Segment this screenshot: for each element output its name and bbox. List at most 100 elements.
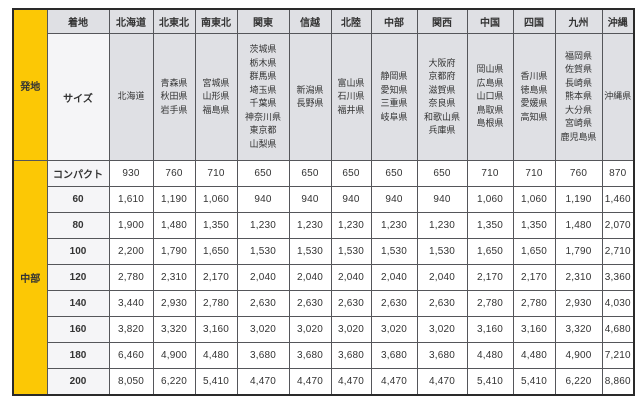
- origin-region-cell: 中部: [12, 160, 48, 396]
- shipping-rate-table: 発地 着地 北海道 北東北 南東北 関東 信越 北陸 中部 関西 中国 四国 九州 沖縄 サイズ 北海道 青森県…: [12, 8, 635, 396]
- prefecture-name: 埼玉県: [249, 84, 277, 95]
- rate-cell: 1,190: [554, 186, 603, 213]
- prefecture-name: 徳島県: [520, 84, 548, 95]
- rate-cell: 1,060: [194, 186, 238, 213]
- rate-cell: 650: [288, 160, 332, 187]
- rate-cell: 2,930: [152, 290, 196, 317]
- rate-cell: 3,160: [194, 316, 238, 343]
- rate-cell: 2,310: [554, 264, 603, 291]
- rate-cell: 4,470: [330, 368, 372, 396]
- rate-cell: 1,190: [152, 186, 196, 213]
- rate-row: 120 2,780 2,310 2,170 2,040 2,040 2,040 2,040 2,…: [13, 264, 635, 291]
- rate-cell: 3,020: [288, 316, 332, 343]
- rate-cell: 1,350: [512, 212, 556, 239]
- rate-cell: 1,230: [370, 212, 418, 239]
- prefecture-name: 長野県: [296, 98, 324, 108]
- prefecture-name: 神奈川県: [244, 111, 281, 122]
- rate-cell: 870: [601, 160, 635, 187]
- prefecture-name: 京都府: [428, 71, 456, 81]
- region-header-cell: 関東: [236, 8, 290, 34]
- prefecture-name: 熊本県: [564, 91, 592, 102]
- prefecture-name: 茨城県: [249, 44, 277, 54]
- rate-cell: 930: [108, 160, 154, 187]
- rate-cell: 2,780: [108, 264, 154, 291]
- size-label-cell: 160: [46, 316, 110, 343]
- rate-cell: 1,350: [194, 212, 238, 239]
- rate-cell: 4,900: [554, 342, 603, 369]
- rate-cell: 4,470: [288, 368, 332, 396]
- prefecture-name: 山口県: [476, 91, 504, 102]
- prefecture-name: 福岡県: [564, 50, 592, 61]
- header-row-regions: 発地 着地 北海道 北東北 南東北 関東 信越 北陸 中部 関西 中国 四国 九州 沖縄: [12, 8, 635, 161]
- rate-cell: 7,210: [601, 342, 635, 369]
- rate-cell: 1,530: [370, 238, 418, 265]
- rate-cell: 940: [416, 186, 468, 213]
- rate-cell: 3,320: [152, 316, 196, 343]
- prefecture-name: 香川県: [520, 71, 548, 81]
- prefecture-name: 大分県: [564, 104, 592, 115]
- rate-cell: 2,780: [194, 290, 238, 317]
- rate-cell: 1,230: [236, 212, 290, 239]
- region-header-cell: 中国: [466, 8, 514, 34]
- prefecture-list-cell: 岡山県 広島県 山口県 鳥取県 島根県: [466, 33, 514, 161]
- region-header-cell: 中部: [370, 8, 418, 34]
- rate-cell: 3,820: [108, 316, 154, 343]
- region-header-cell: 南東北: [194, 8, 238, 34]
- rate-cell: 4,030: [601, 290, 635, 317]
- prefecture-name: 群馬県: [249, 71, 277, 81]
- rate-cell: 2,040: [288, 264, 332, 291]
- origin-header-cell: 発地: [12, 8, 48, 161]
- prefecture-name: 千葉県: [249, 98, 277, 108]
- prefecture-name: 山梨県: [249, 138, 277, 149]
- rate-cell: 6,460: [108, 342, 154, 369]
- rate-cell: 2,630: [236, 290, 290, 317]
- table-body: 発地 着地 北海道 北東北 南東北 関東 信越 北陸 中部 関西 中国 四国 九州 沖縄 サイズ 北海道 青森県…: [12, 8, 635, 396]
- prefecture-name: 兵庫県: [428, 125, 456, 135]
- region-header-cell: 四国: [512, 8, 556, 34]
- rate-cell: 940: [330, 186, 372, 213]
- rate-cell: 2,070: [601, 212, 635, 239]
- prefecture-name: 鳥取県: [476, 104, 504, 115]
- prefecture-name: 秋田県: [160, 91, 188, 102]
- region-header-cell: 北東北: [152, 8, 196, 34]
- rate-cell: 5,410: [194, 368, 238, 396]
- rate-cell: 4,480: [194, 342, 238, 369]
- region-header-cell: 沖縄: [601, 8, 635, 34]
- prefecture-name: 奈良県: [428, 98, 456, 108]
- rate-cell: 1,900: [108, 212, 154, 239]
- rate-cell: 940: [236, 186, 290, 213]
- rate-cell: 3,020: [370, 316, 418, 343]
- rate-cell: 2,630: [370, 290, 418, 317]
- prefecture-list-cell: 沖縄県: [601, 33, 635, 161]
- rate-cell: 3,160: [466, 316, 514, 343]
- prefecture-list-cell: 北海道: [108, 33, 154, 161]
- rate-cell: 710: [512, 160, 556, 187]
- prefecture-name: 富山県: [337, 77, 365, 88]
- rate-cell: 2,040: [236, 264, 290, 291]
- rate-cell: 940: [288, 186, 332, 213]
- rate-cell: 8,860: [601, 368, 635, 396]
- rate-cell: 2,310: [152, 264, 196, 291]
- prefecture-name: 静岡県: [380, 71, 408, 81]
- prefecture-list-cell: 香川県 徳島県 愛媛県 高知県: [512, 33, 556, 161]
- rate-cell: 1,650: [466, 238, 514, 265]
- prefecture-name: 高知県: [520, 111, 548, 122]
- rate-cell: 1,790: [152, 238, 196, 265]
- prefecture-list-cell: 大阪府 京都府 滋賀県 奈良県 和歌山県 兵庫県: [416, 33, 468, 161]
- rate-cell: 940: [370, 186, 418, 213]
- prefecture-name: 宮城県: [202, 77, 230, 88]
- region-header-cell: 信越: [288, 8, 332, 34]
- prefecture-name: 愛知県: [380, 84, 408, 95]
- rate-cell: 1,230: [416, 212, 468, 239]
- prefecture-name: 東京都: [249, 125, 277, 135]
- prefecture-list-cell: 宮城県 山形県 福島県: [194, 33, 238, 161]
- rate-cell: 650: [330, 160, 372, 187]
- rate-cell: 760: [152, 160, 196, 187]
- rate-cell: 2,630: [288, 290, 332, 317]
- rate-cell: 4,480: [466, 342, 514, 369]
- rate-cell: 4,900: [152, 342, 196, 369]
- rate-cell: 2,200: [108, 238, 154, 265]
- rate-cell: 1,480: [152, 212, 196, 239]
- size-label-cell: 80: [46, 212, 110, 239]
